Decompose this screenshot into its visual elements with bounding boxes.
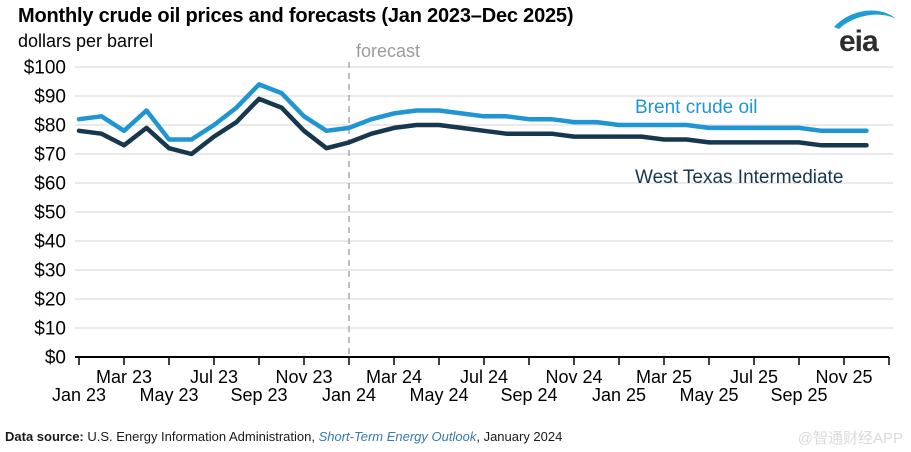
footer: Data source: U.S. Energy Information Adm… (5, 429, 562, 444)
x-axis-label: Jul 23 (190, 367, 238, 387)
y-axis-label: $20 (34, 290, 66, 311)
x-axis-label: Sep 24 (500, 385, 557, 405)
y-axis-units-label: dollars per barrel (18, 31, 154, 51)
y-axis-label: $10 (34, 319, 66, 340)
x-axis-label: Jul 25 (730, 367, 778, 387)
x-axis-label: Jul 24 (460, 367, 508, 387)
y-axis-label: $50 (34, 203, 66, 224)
x-axis-label: May 23 (139, 385, 198, 405)
x-axis-label: Jan 25 (592, 385, 646, 405)
x-axis-label: Mar 23 (96, 367, 152, 387)
x-axis-label: Sep 25 (770, 385, 827, 405)
x-axis-label: Nov 23 (275, 367, 332, 387)
x-axis-label: Sep 23 (230, 385, 287, 405)
x-axis-label: Nov 24 (545, 367, 602, 387)
watermark: @智通财经APP (797, 430, 903, 447)
y-axis-label: $60 (34, 174, 66, 195)
eia-logo: eia (827, 6, 899, 61)
y-axis-label: $40 (34, 232, 66, 253)
brent-series-label: Brent crude oil (635, 97, 758, 118)
x-axis-label: May 24 (409, 385, 468, 405)
y-axis-label: $0 (45, 348, 66, 369)
data-source-suffix: , January 2024 (476, 429, 563, 444)
wti-line (76, 96, 869, 157)
brent-line (76, 82, 869, 142)
eia-swoosh-icon (834, 10, 896, 29)
x-axis-label: Mar 24 (366, 367, 422, 387)
x-axis-label: Jan 24 (322, 385, 376, 405)
data-source-text: U.S. Energy Information Administration, (83, 429, 319, 444)
forecast-label: forecast (356, 41, 420, 61)
wti-series-label: West Texas Intermediate (635, 167, 843, 188)
data-source-label: Data source: (5, 429, 84, 444)
x-axis-label: Nov 25 (815, 367, 872, 387)
y-axis-label: $80 (34, 116, 66, 137)
x-axis-label: Mar 25 (636, 367, 692, 387)
eia-logo-text: eia (839, 25, 879, 56)
y-axis-label: $90 (34, 87, 66, 108)
page-title: Monthly crude oil prices and forecasts (… (18, 5, 574, 27)
x-axis-label: Jan 23 (52, 385, 106, 405)
y-axis-label: $70 (34, 145, 66, 166)
steo-link[interactable]: Short-Term Energy Outlook (318, 429, 477, 444)
x-axis-label: May 25 (679, 385, 738, 405)
y-axis-label: $30 (34, 261, 66, 282)
y-axis-label: $100 (24, 58, 66, 79)
